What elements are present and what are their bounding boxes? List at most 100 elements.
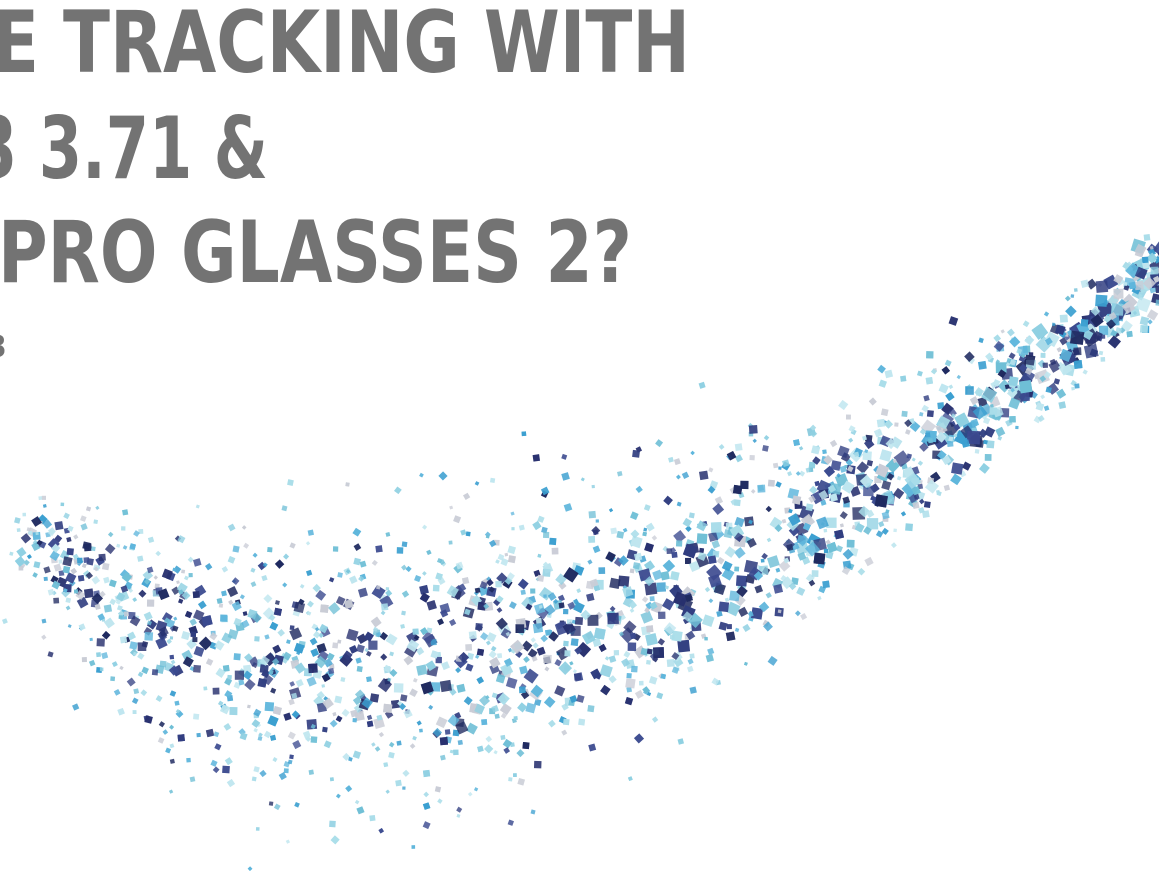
particle [267, 715, 279, 727]
particle [323, 658, 333, 668]
particle [865, 482, 872, 489]
particle [862, 435, 867, 441]
particle [287, 731, 296, 740]
particle [685, 525, 692, 533]
particle [458, 651, 470, 663]
particle [766, 555, 780, 569]
particle [525, 702, 537, 714]
particle [651, 716, 659, 723]
particle [620, 614, 626, 621]
particle [390, 699, 400, 709]
particle [548, 719, 556, 728]
particle [626, 672, 632, 679]
particle [121, 572, 133, 583]
particle [630, 535, 643, 549]
particle [400, 694, 408, 702]
particle [1132, 310, 1138, 316]
particle [881, 480, 892, 491]
particle [912, 501, 920, 509]
particle [626, 686, 633, 693]
particle [172, 567, 177, 572]
particle [595, 519, 599, 523]
particle [1080, 319, 1089, 327]
particle [321, 684, 326, 688]
particle [103, 617, 115, 629]
particle [977, 360, 987, 370]
particle [425, 660, 437, 672]
particle [1024, 354, 1036, 366]
particle [174, 700, 180, 706]
particle [757, 484, 766, 493]
particle [642, 686, 650, 694]
particle [537, 553, 542, 558]
particle [223, 723, 232, 731]
particle [415, 647, 425, 656]
particle [1082, 329, 1094, 341]
particle [904, 419, 913, 428]
particle [805, 467, 812, 473]
particle [783, 557, 790, 564]
particle [924, 479, 940, 494]
particle [746, 537, 757, 548]
particle [221, 566, 229, 573]
particle [752, 438, 757, 443]
particle [758, 601, 770, 613]
particle [205, 562, 213, 571]
particle [216, 597, 223, 604]
particle [169, 690, 177, 697]
particle [504, 658, 513, 667]
particle [750, 489, 756, 494]
particle [748, 519, 753, 525]
particle [525, 603, 533, 611]
particle [946, 440, 954, 448]
particle [364, 647, 369, 653]
particle [885, 438, 897, 450]
particle [159, 660, 167, 668]
particle [193, 645, 205, 657]
particle [787, 513, 801, 527]
particle [455, 667, 462, 674]
particle [251, 719, 261, 728]
particle [562, 621, 576, 635]
particle [178, 589, 184, 595]
particle [641, 596, 649, 603]
particle [380, 603, 389, 611]
particle [522, 741, 530, 750]
particle [422, 571, 427, 576]
particle [16, 547, 27, 558]
particle [655, 439, 664, 448]
particle [293, 642, 305, 654]
particle [285, 839, 291, 844]
particle [1095, 280, 1109, 293]
particle [707, 647, 715, 655]
particle [201, 615, 213, 627]
particle [1059, 314, 1068, 323]
particle [904, 472, 921, 490]
particle [954, 412, 970, 428]
particle [510, 639, 525, 655]
particle [930, 368, 937, 375]
particle [545, 629, 552, 636]
particle [460, 529, 467, 536]
particle [132, 710, 137, 715]
particle [224, 690, 233, 699]
particle [243, 542, 250, 549]
particle [401, 541, 408, 548]
particle [264, 634, 270, 640]
particle [724, 546, 737, 558]
particle [841, 566, 851, 575]
particle [767, 479, 775, 487]
particle [632, 562, 641, 570]
particle [251, 612, 262, 623]
particle [892, 459, 897, 463]
particle [966, 430, 981, 445]
particle [643, 560, 656, 572]
particle [63, 588, 68, 593]
particle [262, 562, 268, 568]
particle [291, 710, 300, 719]
particle [38, 496, 43, 501]
particle [146, 599, 155, 607]
particle [153, 575, 158, 580]
particle [177, 734, 185, 742]
particle [725, 631, 736, 642]
